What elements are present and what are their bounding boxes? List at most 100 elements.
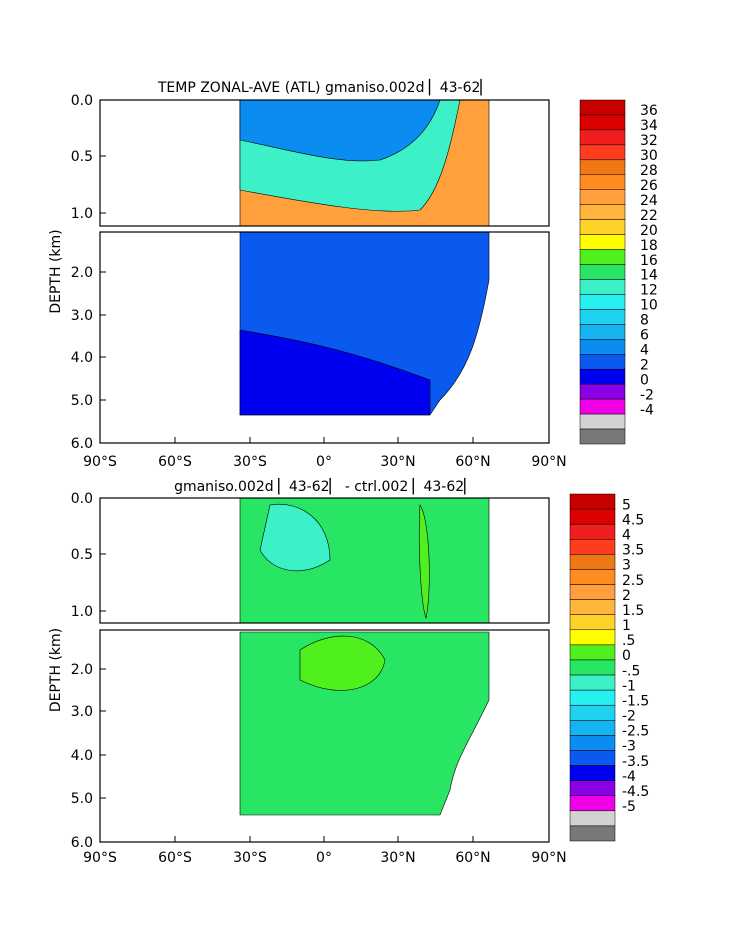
- colorbar-swatch: [569, 539, 616, 555]
- y-axis-label: DEPTH (km): [48, 628, 64, 712]
- x-tick-label: 0°: [316, 850, 332, 866]
- colorbar-label: 2: [640, 357, 649, 373]
- colorbar-label: 30: [640, 148, 658, 164]
- colorbar-swatch: [579, 99, 626, 116]
- colorbar-swatch: [569, 720, 616, 736]
- colorbar-label: 16: [640, 253, 658, 269]
- y-tick-label: 3.0: [71, 308, 93, 324]
- colorbar-swatch: [579, 413, 626, 430]
- x-tick-label: 60°S: [158, 850, 192, 866]
- colorbar-label: 3: [622, 558, 631, 574]
- y-tick-label: 0.5: [71, 547, 93, 563]
- colorbar-label: 14: [640, 268, 658, 284]
- colorbar-swatch: [579, 219, 626, 235]
- x-tick-label: 60°N: [455, 454, 490, 470]
- chart-title: gmaniso.002d ▏43-62▏ - ctrl.002 ▏43-62▏: [174, 477, 475, 495]
- colorbar-label: 18: [640, 238, 658, 254]
- colorbar-label: -4.5: [622, 784, 649, 800]
- colorbar-label: -2: [640, 387, 654, 403]
- colorbar-swatch: [579, 339, 626, 355]
- colorbar-swatch: [579, 309, 626, 325]
- colorbar-label: 3.5: [622, 543, 644, 559]
- y-tick-label: 6.0: [71, 835, 93, 851]
- x-tick-label: 30°N: [380, 850, 415, 866]
- x-tick-label: 60°N: [455, 850, 490, 866]
- colorbar-swatch: [569, 825, 616, 842]
- colorbar-swatch: [569, 614, 616, 631]
- colorbar-label: -1: [622, 678, 636, 694]
- contour-region-abyssal: [239, 329, 431, 416]
- colorbar-swatch: [579, 294, 626, 310]
- colorbar-label: 2: [622, 588, 631, 604]
- colorbar-swatch: [569, 750, 616, 766]
- colorbar-swatch: [569, 523, 616, 540]
- x-tick-label: 30°N: [380, 454, 415, 470]
- y-tick-label: 4.0: [71, 350, 93, 366]
- colorbar-label: 1.5: [622, 603, 644, 619]
- contour-region-positive-anomaly: [418, 504, 430, 620]
- y-tick-label: 2.0: [71, 265, 93, 281]
- colorbar-label: 10: [640, 298, 658, 314]
- y-tick-label: 4.0: [71, 748, 93, 764]
- contour-region-intermediate: [239, 99, 441, 162]
- y-tick-label: 0.0: [71, 93, 93, 109]
- colorbar-label: -4: [622, 769, 636, 785]
- plot-frame-upper: [99, 497, 550, 624]
- colorbar-swatch: [579, 249, 626, 265]
- colorbar-label: 1: [622, 618, 631, 634]
- colorbar-swatch: [579, 189, 626, 205]
- colorbar-label: -5: [622, 799, 636, 815]
- y-tick-label: 1.0: [71, 206, 93, 222]
- colorbar-label: 20: [640, 223, 658, 239]
- colorbar-label: -2.5: [622, 724, 649, 740]
- colorbar-label: 32: [640, 133, 658, 149]
- colorbar-swatch: [579, 144, 626, 161]
- colorbar-swatch: [579, 428, 626, 445]
- colorbar-label: 0: [640, 372, 649, 388]
- y-tick-label: 5.0: [71, 393, 93, 409]
- colorbar-swatch: [579, 279, 626, 295]
- colorbar-label: 36: [640, 103, 658, 119]
- y-tick-label: 3.0: [71, 704, 93, 720]
- y-tick-label: 1.0: [71, 604, 93, 620]
- colorbar-label: -1.5: [622, 693, 649, 709]
- colorbar-label: 0: [622, 648, 631, 664]
- colorbar-swatch: [569, 689, 616, 706]
- colorbar-swatch: [569, 644, 616, 661]
- colorbar-label: 34: [640, 118, 658, 134]
- colorbar-swatch: [579, 129, 626, 146]
- y-tick-label: 5.0: [71, 791, 93, 807]
- colorbar-label: .5: [622, 633, 635, 649]
- colorbar-label: 8: [640, 313, 649, 329]
- colorbar-swatch: [569, 704, 616, 721]
- colorbar-label: 24: [640, 193, 658, 209]
- colorbar-label: 4: [622, 527, 631, 543]
- colorbar-label: 6: [640, 328, 649, 344]
- colorbar-label: -3.5: [622, 754, 649, 770]
- colorbar-label: 28: [640, 163, 658, 179]
- colorbar-label: -2: [622, 709, 636, 725]
- contour-region-positive-anomaly: [299, 635, 386, 691]
- colorbar-label: -4: [640, 402, 654, 418]
- colorbar-swatch: [579, 114, 626, 131]
- colorbar-swatch: [579, 264, 626, 280]
- colorbar-swatch: [579, 368, 626, 385]
- plot-frame-upper: [99, 99, 550, 227]
- colorbar-swatch: [569, 795, 616, 812]
- x-tick-label: 30°S: [233, 850, 267, 866]
- colorbar-swatch: [569, 629, 616, 646]
- y-tick-label: 6.0: [71, 436, 93, 452]
- colorbar-swatch: [579, 204, 626, 220]
- colorbar-label: -3: [622, 739, 636, 755]
- colorbar-label: 26: [640, 178, 658, 194]
- x-tick-label: 90°N: [531, 850, 566, 866]
- colorbar-swatch: [579, 234, 626, 250]
- x-tick-label: 60°S: [158, 454, 192, 470]
- x-tick-label: 90°S: [83, 454, 117, 470]
- chart-title: TEMP ZONAL-AVE (ATL) gmaniso.002d ▏43-62…: [157, 78, 491, 96]
- y-tick-label: 0.5: [71, 149, 93, 165]
- colorbar-swatch: [569, 659, 616, 676]
- colorbar-swatch: [569, 584, 616, 600]
- colorbar-swatch: [569, 780, 616, 796]
